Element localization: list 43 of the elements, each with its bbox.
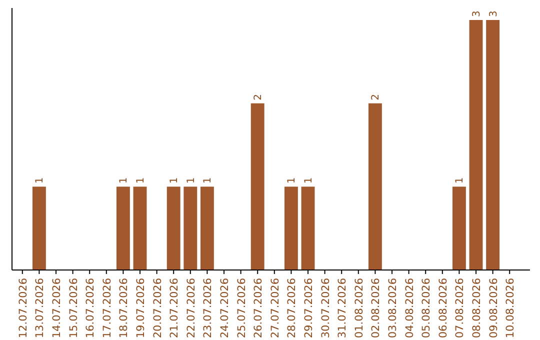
data-label: 1 xyxy=(186,177,197,184)
x-tick-label: 31.07.2026 xyxy=(336,278,349,338)
x-tick-label: 03.08.2026 xyxy=(387,278,399,338)
x-tick-label: 02.08.2026 xyxy=(370,278,382,338)
x-tick-label: 24.07.2026 xyxy=(219,278,231,338)
data-label: 2 xyxy=(253,94,264,100)
data-label: 1 xyxy=(454,177,466,184)
data-label: 2 xyxy=(370,94,382,100)
x-tick-label: 01.08.2026 xyxy=(353,278,366,338)
x-tick-label: 25.07.2026 xyxy=(236,278,248,338)
data-label: 1 xyxy=(202,177,214,184)
x-tick-label: 05.08.2026 xyxy=(420,278,433,338)
data-label: 1 xyxy=(118,177,130,184)
x-tick-label: 27.07.2026 xyxy=(269,278,282,338)
x-tick-label: 04.08.2026 xyxy=(404,278,416,338)
x-tick-label: 10.08.2026 xyxy=(504,278,517,338)
x-tick-label: 15.07.2026 xyxy=(68,278,80,338)
data-label: 3 xyxy=(488,10,500,17)
x-tick-label: 08.08.2026 xyxy=(471,278,483,338)
x-tick-label: 28.07.2026 xyxy=(286,278,298,338)
x-tick-label: 13.07.2026 xyxy=(34,278,46,338)
x-tick-label: 26.07.2026 xyxy=(252,278,265,338)
data-label: 1 xyxy=(34,177,46,184)
data-label: 3 xyxy=(472,10,482,17)
x-tick-label: 06.08.2026 xyxy=(437,278,450,338)
x-tick-label: 21.07.2026 xyxy=(168,278,181,338)
x-tick-label: 18.07.2026 xyxy=(118,278,130,338)
x-tick-label: 29.07.2026 xyxy=(303,278,315,338)
x-tick-label: 23.07.2026 xyxy=(202,278,214,338)
x-tick-label: 19.07.2026 xyxy=(135,278,147,338)
x-tick-label: 09.08.2026 xyxy=(488,278,500,338)
x-tick-label: 14.07.2026 xyxy=(51,278,63,338)
data-label: 1 xyxy=(304,177,314,184)
x-tick-label: 22.07.2026 xyxy=(185,278,198,338)
data-label: 1 xyxy=(286,177,298,184)
data-label: 1 xyxy=(136,177,146,184)
x-tick-label: 07.08.2026 xyxy=(454,278,466,338)
x-tick-label: 12.07.2026 xyxy=(17,278,30,338)
x-tick-label: 17.07.2026 xyxy=(101,278,114,338)
x-tick-label: 20.07.2026 xyxy=(152,278,164,338)
x-tick-label: 30.07.2026 xyxy=(320,278,332,338)
x-tick-label: 16.07.2026 xyxy=(84,278,97,338)
data-label: 1 xyxy=(169,177,180,184)
